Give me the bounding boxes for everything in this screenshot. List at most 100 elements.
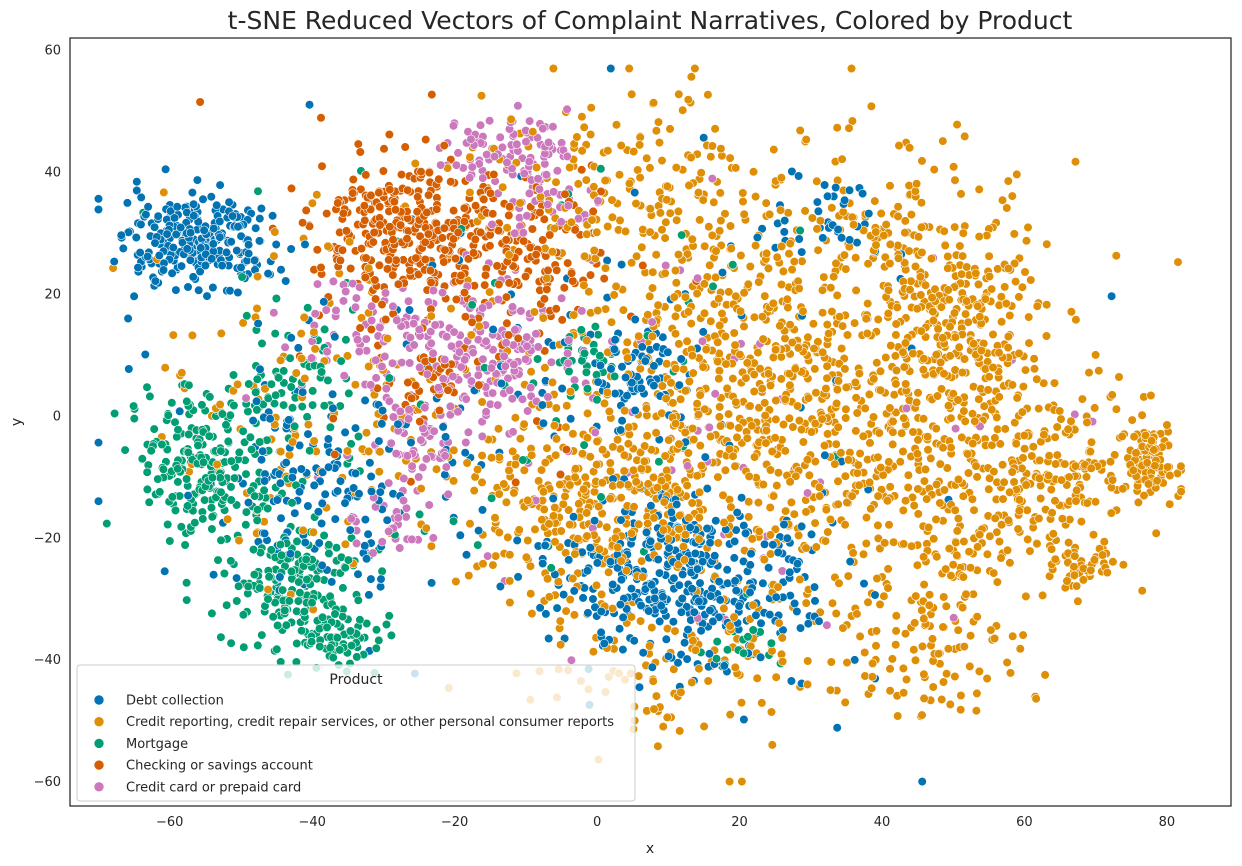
data-point (888, 439, 898, 450)
data-point (430, 320, 440, 330)
data-point (674, 580, 684, 590)
data-point (1118, 560, 1128, 570)
data-point (570, 225, 580, 235)
data-point (950, 505, 960, 515)
data-point (891, 640, 901, 650)
data-point (520, 271, 531, 282)
data-point (922, 494, 932, 504)
data-point (393, 419, 403, 429)
data-point (984, 484, 994, 494)
data-point (713, 538, 723, 548)
data-point (954, 342, 964, 352)
data-point (438, 422, 448, 432)
data-point (752, 673, 762, 683)
data-point (506, 114, 516, 124)
data-point (208, 282, 218, 293)
data-point (714, 412, 725, 422)
data-point (588, 206, 598, 216)
data-point (765, 465, 776, 475)
data-point (1165, 471, 1175, 481)
data-point (864, 389, 875, 400)
data-point (507, 302, 518, 312)
data-point (440, 245, 450, 255)
data-point (173, 425, 183, 435)
data-point (851, 285, 861, 296)
data-point (972, 542, 983, 552)
data-point (792, 401, 803, 411)
data-point (790, 364, 800, 374)
data-point (485, 116, 495, 126)
data-point (840, 697, 850, 708)
data-point (463, 427, 474, 437)
data-point (630, 188, 640, 198)
data-point (352, 652, 362, 662)
data-point (729, 553, 739, 563)
data-point (519, 236, 529, 246)
data-point (254, 236, 265, 246)
data-point (702, 484, 712, 494)
data-point (102, 518, 112, 529)
data-point (347, 640, 357, 651)
data-point (819, 180, 830, 190)
data-point (579, 348, 590, 359)
data-point (769, 145, 779, 155)
data-point (343, 555, 354, 565)
data-point (397, 358, 407, 368)
data-point (421, 135, 431, 145)
data-point (979, 401, 989, 411)
data-point (943, 644, 954, 654)
data-point (257, 338, 267, 349)
data-point (792, 559, 803, 569)
data-point (898, 446, 908, 457)
data-point (818, 347, 828, 358)
data-point (1078, 575, 1088, 585)
data-point (899, 413, 909, 423)
data-point (292, 536, 302, 547)
data-point (747, 421, 757, 431)
data-point (375, 447, 385, 457)
data-point (775, 205, 786, 215)
data-point (399, 473, 409, 484)
data-point (577, 449, 588, 459)
data-point (488, 345, 498, 355)
data-point (873, 314, 883, 325)
data-point (875, 599, 885, 610)
data-point (903, 470, 914, 480)
data-point (785, 320, 795, 330)
data-point (588, 594, 598, 604)
data-point (1008, 631, 1018, 641)
data-point (801, 135, 811, 145)
data-point (439, 141, 449, 151)
data-point (197, 400, 207, 410)
data-point (1057, 514, 1067, 524)
data-point (522, 341, 532, 351)
data-point (917, 605, 927, 615)
data-point (622, 353, 633, 363)
data-point (813, 245, 823, 255)
data-point (592, 436, 602, 447)
data-point (1002, 657, 1012, 668)
data-point (586, 103, 596, 113)
data-point (731, 585, 741, 596)
data-point (150, 238, 160, 248)
data-point (933, 324, 943, 334)
data-point (800, 206, 810, 216)
data-point (581, 175, 591, 185)
data-point (539, 294, 550, 304)
data-point (1041, 331, 1052, 341)
data-point (304, 100, 315, 110)
data-point (707, 174, 717, 184)
data-point (674, 439, 684, 449)
data-point (505, 597, 515, 608)
data-point (960, 131, 970, 141)
data-point (763, 263, 774, 274)
data-point (1165, 499, 1175, 509)
data-point (851, 426, 861, 436)
data-point (842, 330, 853, 340)
data-point (582, 229, 592, 239)
data-point (296, 329, 306, 339)
data-point (723, 409, 734, 419)
data-point (1036, 493, 1046, 504)
data-point (648, 98, 659, 108)
data-point (647, 331, 658, 342)
